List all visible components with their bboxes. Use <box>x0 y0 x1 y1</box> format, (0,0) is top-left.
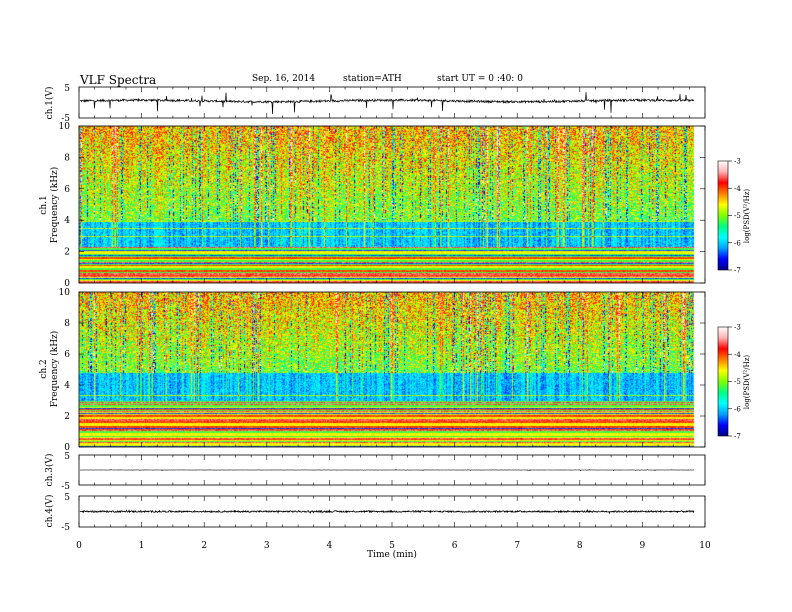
frequency-tick-label: 10 <box>59 288 71 298</box>
colorbar-tick-label: -7 <box>734 267 741 275</box>
ch3-ytick-top: 5 <box>64 452 70 462</box>
ch2-spectrogram-ylabel-frequency: Frequency (kHz) <box>49 331 60 408</box>
ch1-colorbar-label: log(PSD(V²/Hz) <box>743 189 751 244</box>
ch1-waveform-trace <box>80 92 695 115</box>
time-tick-label: 5 <box>389 541 395 551</box>
time-tick-label: 4 <box>327 541 333 551</box>
colorbar-tick-label: -6 <box>734 405 741 413</box>
time-axis-tick-labels: 0 1 2 3 4 5 6 7 8 9 10 <box>76 541 711 551</box>
time-axis-label: Time (min) <box>367 549 417 560</box>
ch2-colorbar <box>718 327 728 436</box>
colorbar-tick-label: -6 <box>734 239 741 247</box>
time-tick-label: 10 <box>699 541 711 551</box>
time-tick-label: 9 <box>640 541 646 551</box>
figure-title: VLF Spectra <box>79 73 156 87</box>
ch2-spectrogram-yaxis: 0 2 4 6 8 10 <box>59 288 705 453</box>
ch2-colorbar-label: log(PSD(V²/Hz) <box>743 355 751 410</box>
colorbar-tick-label: -5 <box>734 212 741 220</box>
ch3-waveform-panel: 5 -5 ch.3(V) <box>44 452 706 492</box>
frequency-tick-label: 4 <box>64 381 70 391</box>
ch4-waveform-trace <box>79 508 695 515</box>
frequency-tick-label: 6 <box>64 350 70 360</box>
ch3-waveform-ylabel: ch.3(V) <box>44 454 55 487</box>
figure-header: VLF Spectra Sep. 16, 2014 station=ATH st… <box>79 73 523 87</box>
date-label: Sep. 16, 2014 <box>252 74 315 84</box>
ch4-waveform-panel: 5 -5 ch.4(V) <box>44 493 706 533</box>
time-tick-label: 8 <box>577 541 583 551</box>
time-tick-label: 0 <box>76 541 82 551</box>
ch1-spectrogram-yaxis: 0 2 4 6 8 10 <box>59 122 705 289</box>
ch1-waveform-ylabel: ch.1(V) <box>44 87 55 120</box>
ch1-ytick-bottom: -5 <box>61 114 70 124</box>
ch4-waveform-ylabel: ch.4(V) <box>44 495 55 528</box>
colorbar-tick-label: -5 <box>734 378 741 386</box>
ch1-ytick-top: 5 <box>64 84 70 94</box>
time-tick-label: 1 <box>139 541 145 551</box>
frequency-tick-label: 2 <box>64 412 70 422</box>
frequency-tick-label: 2 <box>64 248 70 258</box>
colorbar-tick-label: -4 <box>734 185 741 193</box>
frequency-tick-label: 6 <box>64 185 70 195</box>
time-tick-label: 2 <box>201 541 207 551</box>
colorbar-tick-label: -3 <box>734 158 741 166</box>
ch1-spectrogram-image <box>79 126 705 283</box>
ch1-spectrogram-ylabel-channel: ch.1 <box>39 195 49 214</box>
start-ut-label: start UT = 0 :40: 0 <box>437 74 523 84</box>
ch1-colorbar <box>718 161 728 270</box>
frequency-tick-label: 0 <box>64 279 70 289</box>
ch2-colorbar-ticks: -3 -4 -5 -6 -7 <box>728 324 741 441</box>
frequency-tick-label: 10 <box>59 122 71 132</box>
frequency-tick-label: 0 <box>64 443 70 453</box>
ch1-colorbar-ticks: -3 -4 -5 -6 -7 <box>728 158 741 275</box>
ch1-spectrogram-ylabel-frequency: Frequency (kHz) <box>49 167 60 244</box>
ch1-waveform-panel: 5 -5 ch.1(V) <box>44 84 706 124</box>
station-label: station=ATH <box>343 74 402 84</box>
ch3-waveform-trace <box>80 469 695 472</box>
time-tick-label: 3 <box>264 541 270 551</box>
time-tick-label: 7 <box>514 541 520 551</box>
time-tick-label: 6 <box>452 541 458 551</box>
ch2-spectrogram-image <box>79 292 705 447</box>
colorbar-tick-label: -3 <box>734 324 741 332</box>
ch4-ytick-bottom: -5 <box>61 523 70 533</box>
colorbar-tick-label: -7 <box>734 433 741 441</box>
frequency-tick-label: 8 <box>64 319 70 329</box>
ch4-ytick-top: 5 <box>64 493 70 503</box>
colorbar-tick-label: -4 <box>734 351 741 359</box>
ch2-spectrogram-ylabel-channel: ch.2 <box>39 359 49 378</box>
ch3-ytick-bottom: -5 <box>61 482 70 492</box>
frequency-tick-label: 4 <box>64 216 70 226</box>
frequency-tick-label: 8 <box>64 153 70 163</box>
time-axis-ticks <box>78 87 706 527</box>
